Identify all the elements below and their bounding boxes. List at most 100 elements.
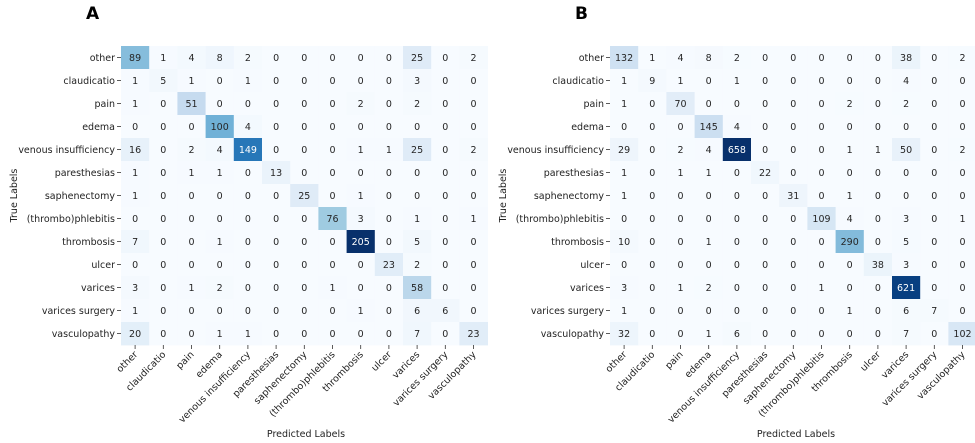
- heatmap-cell: [431, 230, 460, 254]
- cell-value-label: 145: [700, 122, 718, 133]
- cell-value-label: 0: [301, 329, 307, 340]
- heatmap-cell: [751, 138, 780, 162]
- cell-value-label: 0: [301, 53, 307, 64]
- heatmap-cell: [807, 253, 836, 277]
- heatmap-cell: [459, 46, 488, 70]
- cell-value-label: 6: [442, 306, 448, 317]
- heatmap-cell: [290, 138, 319, 162]
- cell-value-label: 0: [442, 214, 448, 225]
- heatmap-cell: [318, 299, 347, 323]
- heatmap-cell: [403, 230, 432, 254]
- heatmap-cell: [403, 115, 432, 139]
- y-tick-label: venous insufficiency: [18, 145, 115, 156]
- cell-value-label: 0: [931, 237, 937, 248]
- cell-value-label: 0: [875, 306, 881, 317]
- heatmap-cell: [121, 276, 150, 300]
- cell-value-label: 0: [790, 99, 796, 110]
- cell-value-label: 8: [706, 53, 712, 64]
- cell-value-label: 0: [875, 283, 881, 294]
- heatmap-cell: [779, 299, 808, 323]
- heatmap-cell: [892, 276, 921, 300]
- cell-value-label: 0: [790, 76, 796, 87]
- heatmap-cell: [459, 276, 488, 300]
- heatmap-cell: [920, 276, 949, 300]
- cell-value-label: 1: [818, 283, 824, 294]
- cell-value-label: 0: [217, 214, 223, 225]
- cell-value-label: 29: [618, 145, 630, 156]
- cell-value-label: 0: [847, 283, 853, 294]
- x-tick-label: pain: [663, 349, 685, 371]
- cell-value-label: 0: [734, 168, 740, 179]
- heatmap-cell: [121, 184, 150, 208]
- heatmap-cell: [751, 276, 780, 300]
- cell-value-label: 0: [470, 99, 476, 110]
- heatmap-cell: [290, 184, 319, 208]
- cell-value-label: 1: [245, 329, 251, 340]
- cell-value-label: 0: [301, 214, 307, 225]
- y-tick-label: paresthesias: [544, 168, 604, 179]
- heatmap-cell: [638, 322, 667, 346]
- heatmap-cell: [610, 115, 639, 139]
- heatmap-cell: [694, 92, 724, 116]
- heatmap-cell: [205, 46, 235, 70]
- heatmap-cell: [177, 299, 206, 323]
- cell-value-label: 0: [470, 191, 476, 202]
- cell-value-label: 7: [931, 306, 937, 317]
- cell-value-label: 0: [386, 76, 392, 87]
- cell-value-label: 2: [245, 53, 251, 64]
- heatmap-cell: [779, 230, 808, 254]
- heatmap-cell: [262, 207, 291, 231]
- x-tick-label: ulcer: [859, 349, 884, 374]
- cell-value-label: 0: [470, 168, 476, 179]
- heatmap-cell: [318, 92, 347, 116]
- heatmap-cell: [431, 138, 460, 162]
- cell-value-label: 0: [959, 122, 965, 133]
- heatmap-cell: [920, 184, 949, 208]
- cell-value-label: 0: [442, 237, 448, 248]
- heatmap-cell: [374, 161, 404, 185]
- cell-value-label: 0: [160, 283, 166, 294]
- heatmap-cell: [751, 69, 780, 93]
- heatmap-cell: [149, 184, 178, 208]
- y-tick-label: claudicatio: [552, 76, 604, 87]
- cell-value-label: 0: [762, 122, 768, 133]
- heatmap-cell: [610, 276, 639, 300]
- heatmap-cell: [863, 253, 893, 277]
- heatmap-cell: [779, 92, 808, 116]
- heatmap-cell: [863, 69, 893, 93]
- cell-value-label: 5: [160, 76, 166, 87]
- cell-value-label: 0: [706, 99, 712, 110]
- cell-value-label: 0: [329, 168, 335, 179]
- cell-value-label: 0: [273, 99, 279, 110]
- heatmap-cell: [318, 230, 347, 254]
- y-tick-label: thrombosis: [62, 237, 115, 248]
- heatmap-cell: [779, 253, 808, 277]
- heatmap-cell: [835, 299, 865, 323]
- cell-value-label: 0: [847, 53, 853, 64]
- heatmap-cell: [177, 207, 206, 231]
- heatmap-cell: [318, 276, 347, 300]
- heatmap-cell: [835, 138, 865, 162]
- cell-value-label: 6: [903, 306, 909, 317]
- heatmap-cell: [290, 207, 319, 231]
- cell-value-label: 0: [470, 122, 476, 133]
- cell-value-label: 0: [273, 214, 279, 225]
- heatmap-cell: [722, 253, 752, 277]
- heatmap-cell: [666, 138, 695, 162]
- heatmap-cell: [694, 207, 724, 231]
- cell-value-label: 1: [414, 214, 420, 225]
- y-tick-label: varices: [81, 283, 115, 294]
- heatmap-cell: [722, 230, 752, 254]
- heatmap-cell: [262, 92, 291, 116]
- cell-value-label: 2: [706, 283, 712, 294]
- cell-value-label: 0: [818, 99, 824, 110]
- heatmap-cell: [459, 69, 488, 93]
- y-tick-label: varices surgery: [42, 306, 116, 317]
- heatmap-cell: [807, 207, 836, 231]
- cell-value-label: 0: [818, 329, 824, 340]
- heatmap-cell: [722, 115, 752, 139]
- cell-value-label: 0: [160, 214, 166, 225]
- cell-value-label: 100: [211, 122, 229, 133]
- cell-value-label: 0: [329, 122, 335, 133]
- heatmap-cell: [948, 46, 975, 70]
